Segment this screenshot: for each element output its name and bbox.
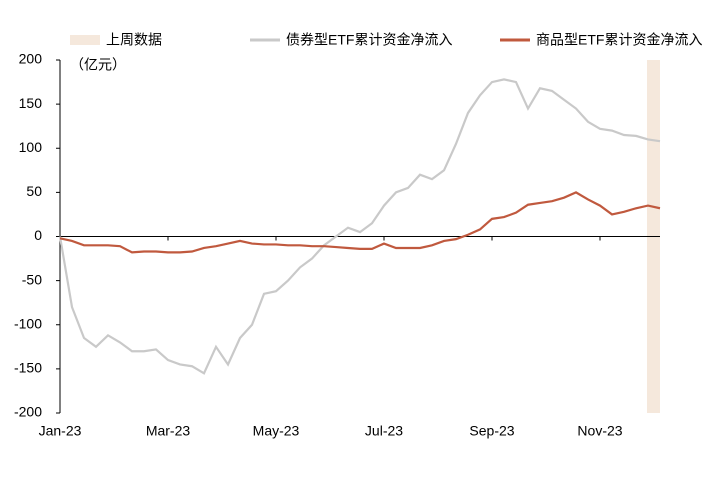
legend-label: 上周数据 — [106, 32, 162, 48]
y-tick-label: 100 — [19, 139, 43, 155]
y-tick-label: 50 — [26, 183, 42, 199]
y-tick-label: -150 — [14, 360, 42, 376]
y-tick-label: 150 — [19, 95, 43, 111]
legend-swatch — [70, 35, 100, 45]
x-tick-label: Mar-23 — [146, 423, 191, 439]
y-tick-label: 200 — [19, 51, 43, 67]
legend-label: 债券型ETF累计资金净流入 — [286, 32, 452, 48]
x-tick-label: Jul-23 — [365, 423, 403, 439]
y-tick-label: -200 — [14, 404, 42, 420]
legend-label: 商品型ETF累计资金净流入 — [536, 32, 702, 48]
x-tick-label: Jan-23 — [39, 423, 82, 439]
series-line — [59, 191, 661, 254]
y-tick-label: -100 — [14, 315, 42, 331]
y-tick-label: 0 — [34, 227, 42, 243]
y-tick-label: -50 — [22, 271, 42, 287]
series-line — [58, 78, 661, 375]
y-axis-label: （亿元） — [70, 57, 126, 73]
x-tick-label: Sep-23 — [469, 423, 514, 439]
x-tick-label: May-23 — [253, 423, 300, 439]
x-tick-label: Nov-23 — [577, 423, 622, 439]
